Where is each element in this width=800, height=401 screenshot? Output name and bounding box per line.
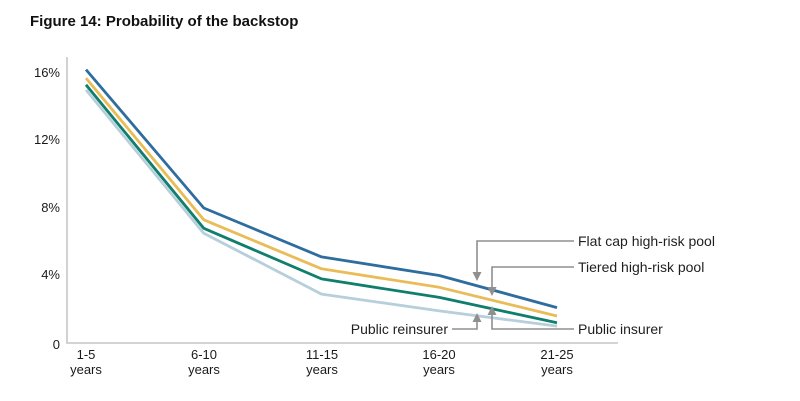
x-tick-unit: years (306, 362, 338, 377)
public-insurer-arrow-up-icon (487, 306, 497, 315)
public-reinsurer-leader-line (452, 322, 478, 330)
annotation-public-reinsurer: Public reinsurer (350, 321, 448, 337)
x-tick-unit: years (541, 362, 573, 377)
series-line-flat-cap-high-risk-pool (84, 68, 558, 309)
tiered-arrow-down-icon (487, 287, 497, 296)
series-line-tiered-high-risk-pool (84, 77, 558, 318)
axis-lines (66, 57, 618, 344)
y-tick-0: 0 (52, 337, 60, 352)
x-tick-21-25: 21-25 years (525, 347, 589, 377)
x-tick-unit: years (423, 362, 455, 377)
series-group (84, 68, 558, 328)
y-tick-4: 4% (41, 267, 60, 282)
x-tick-range: 21-25 (540, 347, 574, 362)
series-line-public-reinsurer (84, 89, 558, 328)
x-tick-unit: years (70, 362, 102, 377)
flat-cap-leader-line (476, 240, 574, 272)
x-tick-6-10: 6-10 years (172, 347, 236, 377)
annotation-public-insurer: Public insurer (578, 321, 663, 337)
x-tick-range: 11-15 (305, 347, 339, 362)
flat-cap-arrow-down-icon (472, 272, 482, 281)
annotation-flat-cap-high-risk-pool: Flat cap high-risk pool (578, 233, 715, 249)
x-tick-range: 16-20 (422, 347, 456, 362)
public-insurer-leader-line (491, 315, 574, 330)
x-tick-1-5: 1-5 years (54, 347, 118, 377)
x-tick-11-15: 11-15 years (290, 347, 354, 377)
y-tick-12: 12% (33, 132, 60, 147)
x-tick-unit: years (188, 362, 220, 377)
y-tick-16: 16% (33, 65, 60, 80)
x-tick-16-20: 16-20 years (407, 347, 471, 377)
x-tick-range: 1-5 (76, 347, 96, 362)
tiered-leader-line (491, 266, 574, 287)
y-tick-8: 8% (41, 200, 60, 215)
public-reinsurer-arrow-up-icon (472, 313, 482, 322)
x-tick-range: 6-10 (190, 347, 218, 362)
annotation-tiered-high-risk-pool: Tiered high-risk pool (578, 259, 705, 275)
series-line-public-insurer (84, 83, 558, 325)
page-title: Figure 14: Probability of the backstop (30, 13, 299, 30)
